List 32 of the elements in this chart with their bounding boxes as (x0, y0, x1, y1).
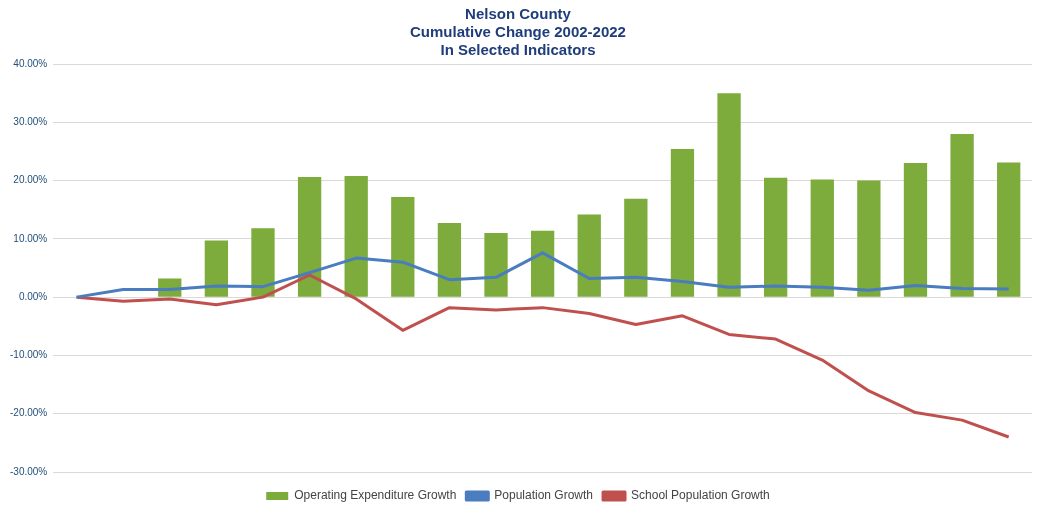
bar (950, 133, 974, 297)
bar (670, 149, 695, 297)
bar (810, 179, 834, 297)
bar (251, 228, 275, 297)
bar (391, 196, 415, 297)
y-tick-label: -30.00% (10, 465, 48, 477)
y-tick-label: 30.00% (13, 116, 48, 128)
bar (297, 177, 322, 297)
bar (344, 175, 368, 297)
text: Cumulative Change 2002-2022 (410, 23, 626, 41)
y-tick-label: 20.00% (13, 174, 48, 186)
y-tick-label: -10.00% (10, 349, 48, 361)
bar (530, 230, 555, 297)
bar (764, 177, 788, 297)
bar (903, 163, 928, 297)
bar (997, 162, 1021, 297)
bar (624, 198, 648, 297)
bar (204, 240, 229, 297)
bar (717, 93, 741, 297)
legend-label: Population Growth (494, 488, 594, 503)
y-tick-label: 10.00% (13, 232, 48, 244)
bar (484, 233, 508, 297)
text: In Selected Indicators (440, 41, 596, 59)
y-tick-label: 0.00% (18, 290, 48, 302)
text: Nelson County (465, 5, 571, 23)
bar (437, 223, 462, 297)
y-tick-label: -20.00% (10, 407, 48, 419)
bar (857, 180, 881, 297)
bar (577, 214, 601, 297)
legend-label: Operating Expenditure Growth (294, 488, 457, 503)
legend-label: School Population Growth (631, 488, 770, 503)
y-tick-label: 40.00% (13, 57, 48, 69)
